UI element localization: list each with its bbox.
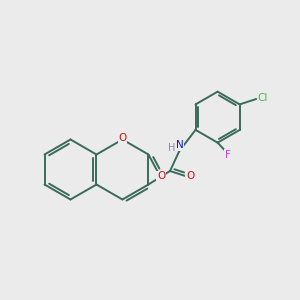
Text: Cl: Cl: [258, 93, 268, 103]
Text: N: N: [176, 140, 184, 150]
Text: F: F: [225, 150, 230, 160]
Text: O: O: [186, 171, 194, 182]
Text: O: O: [157, 171, 165, 182]
Text: O: O: [118, 133, 127, 143]
Text: H: H: [168, 143, 175, 153]
